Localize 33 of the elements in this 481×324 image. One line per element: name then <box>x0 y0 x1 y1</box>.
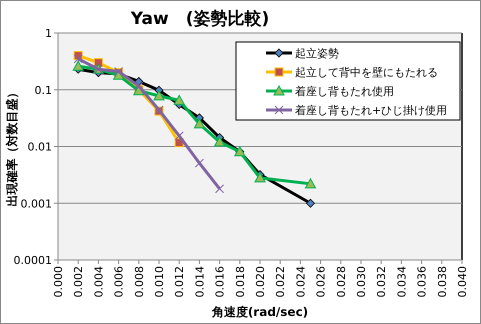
x-tick-label: 0.008 <box>132 266 146 298</box>
x-tick-label: 0.004 <box>92 266 106 298</box>
x-tick-label: 0.024 <box>294 266 308 298</box>
y-tick-label: 0.01 <box>28 140 52 154</box>
y-tick-label: 0.001 <box>20 197 52 210</box>
y-tick-label: 0.0001 <box>14 254 52 267</box>
x-tick-label: 0.010 <box>153 266 166 298</box>
x-tick-label: 0.028 <box>334 266 348 298</box>
x-tick-label: 0.038 <box>436 266 449 298</box>
x-tick-label: 0.030 <box>355 266 368 298</box>
x-tick-label: 0.018 <box>234 266 247 298</box>
x-tick-label: 0.020 <box>254 266 267 298</box>
x-tick-label: 0.022 <box>274 266 288 298</box>
x-tick-label: 0.014 <box>193 266 206 298</box>
legend-label: 起立して背中を壁にもたれる <box>295 66 438 79</box>
x-tick-label: 0.026 <box>314 266 328 298</box>
x-tick-label: 0.032 <box>375 266 388 298</box>
x-axis-title: 角速度(rad/sec) <box>210 305 308 319</box>
x-tick-label: 0.012 <box>173 266 186 298</box>
y-axis-title: 出現確率（対数目盛） <box>5 86 19 206</box>
x-tick-label: 0.036 <box>416 266 429 298</box>
x-tick-label: 0.002 <box>72 266 86 298</box>
legend-label: 着座し背もたれ+ひじ掛け使用 <box>295 104 448 117</box>
x-tick-label: 0.016 <box>214 266 227 298</box>
x-tick-label: 0.034 <box>395 266 408 298</box>
x-tick-label: 0.006 <box>112 266 126 298</box>
legend-label: 起立姿勢 <box>295 47 339 60</box>
x-tick-label: 0.040 <box>456 266 469 298</box>
legend-label: 着座し背もたれ使用 <box>295 85 394 98</box>
y-tick-label: 1 <box>45 27 52 40</box>
x-tick-label: 0.000 <box>52 266 65 298</box>
y-tick-label: 0.1 <box>34 84 52 97</box>
chart-title: Yaw (姿勢比較) <box>130 9 270 29</box>
